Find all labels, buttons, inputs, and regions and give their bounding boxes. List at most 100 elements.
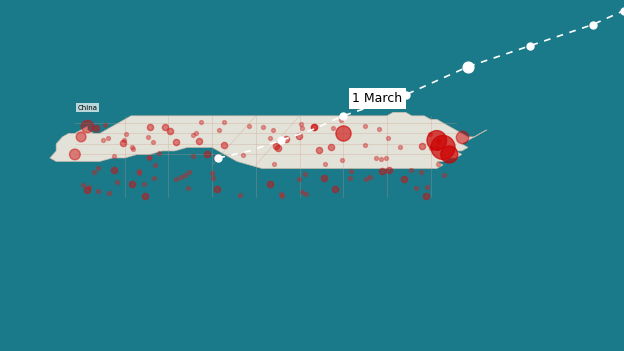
Point — [144, 155, 154, 161]
Point — [183, 185, 193, 191]
Point — [371, 155, 381, 160]
Point — [298, 125, 308, 131]
Point — [171, 139, 181, 144]
Point — [346, 168, 356, 174]
Point — [145, 125, 155, 130]
Point — [421, 193, 431, 199]
Point — [417, 144, 427, 149]
Point — [97, 137, 107, 143]
Point — [140, 193, 150, 199]
Point — [191, 131, 201, 136]
Point — [212, 187, 222, 192]
Point — [361, 124, 371, 129]
Point — [119, 138, 129, 143]
Point — [270, 161, 280, 166]
Point — [149, 139, 158, 145]
Point — [426, 131, 436, 137]
Point — [134, 170, 144, 176]
Point — [319, 176, 329, 181]
Point — [294, 133, 304, 139]
Polygon shape — [50, 112, 487, 168]
Point — [172, 176, 182, 182]
Point — [121, 131, 131, 137]
Point — [144, 154, 154, 160]
Point — [134, 168, 144, 174]
Point — [273, 145, 283, 151]
Point — [70, 152, 80, 157]
Point — [128, 147, 138, 152]
Point — [328, 125, 338, 131]
Point — [82, 187, 92, 193]
Point — [377, 168, 387, 174]
Text: China: China — [77, 105, 97, 111]
Point — [331, 186, 341, 192]
Point — [268, 127, 278, 133]
Point — [344, 175, 354, 181]
Point — [194, 138, 204, 143]
Point — [84, 185, 94, 190]
Point — [160, 124, 170, 130]
Point — [463, 64, 473, 69]
Point — [109, 154, 119, 159]
Point — [376, 156, 386, 161]
Point — [296, 121, 306, 127]
Point — [265, 181, 275, 187]
Point — [112, 179, 122, 185]
Point — [218, 143, 228, 148]
Point — [150, 162, 160, 168]
Point — [301, 191, 311, 197]
Point — [165, 128, 175, 134]
Point — [314, 147, 324, 153]
Point — [154, 151, 164, 156]
Point — [395, 145, 405, 150]
Point — [208, 176, 218, 181]
Point — [588, 22, 598, 27]
Point — [276, 191, 286, 197]
Point — [196, 119, 206, 124]
Point — [432, 138, 442, 143]
Point — [104, 135, 114, 140]
Point — [281, 136, 291, 142]
Point — [336, 118, 346, 123]
Point — [188, 132, 198, 137]
Point — [444, 152, 454, 157]
Point — [457, 134, 467, 140]
Point — [258, 125, 268, 130]
Point — [337, 157, 347, 163]
Point — [127, 181, 137, 187]
Point — [214, 127, 224, 133]
Point — [619, 8, 624, 13]
Point — [426, 146, 436, 151]
Point — [78, 183, 88, 188]
Point — [109, 167, 119, 173]
Point — [91, 125, 101, 131]
Point — [89, 169, 99, 175]
Point — [338, 113, 348, 119]
Point — [295, 176, 305, 182]
Point — [384, 167, 394, 172]
Point — [374, 126, 384, 132]
Point — [438, 145, 448, 150]
Point — [100, 122, 110, 127]
Point — [118, 140, 128, 146]
Point — [276, 138, 286, 143]
Point — [76, 134, 86, 140]
Point — [93, 166, 103, 171]
Text: 1 March: 1 March — [353, 92, 402, 105]
Point — [265, 135, 275, 141]
Point — [310, 124, 319, 130]
Point — [411, 185, 421, 191]
Point — [338, 131, 348, 136]
Point — [127, 145, 137, 150]
Point — [525, 43, 535, 48]
Point — [399, 177, 409, 182]
Point — [401, 92, 411, 98]
Point — [432, 145, 442, 151]
Point — [360, 142, 370, 147]
Point — [104, 190, 114, 196]
Point — [296, 189, 306, 194]
Point — [381, 155, 391, 161]
Point — [139, 181, 149, 187]
Point — [244, 124, 254, 129]
Point — [238, 152, 248, 158]
